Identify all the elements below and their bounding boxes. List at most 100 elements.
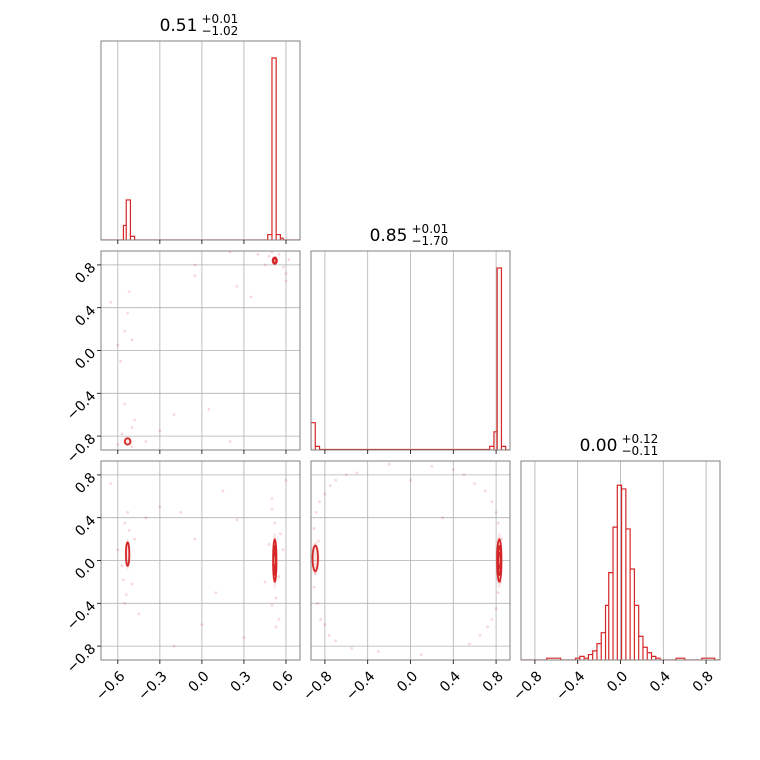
scatter-point [228,440,232,443]
scatter-point [130,582,134,586]
panel-content [101,244,300,450]
scatter-point [109,482,113,485]
tick-label-x: −0.3 [135,668,170,703]
scatter-point [387,462,391,466]
scatter-point [116,548,120,552]
scatter-point [377,650,380,653]
scatter-point [158,505,162,509]
title-minus-error: −1.02 [202,24,239,38]
scatter-point [500,537,503,541]
scatter-point [267,254,271,258]
scatter-point [120,564,124,568]
panel-2-1: −0.8 −0.4 0.0 0.4 0.8 [300,460,511,704]
tick-label-y: −0.4 [64,598,99,633]
scatter-point [270,604,274,607]
scatter-point [350,646,354,650]
scatter-point [494,510,498,514]
scatter-point [441,516,444,520]
scatter-point [483,489,487,493]
panel-content [311,461,510,660]
scatter-point [130,445,134,449]
panel-content [311,251,510,450]
scatter-point [316,601,319,605]
scatter-point [200,623,204,627]
tick-label-y: 0.4 [72,303,99,330]
scatter-point [123,329,127,333]
scatter-point [473,482,477,485]
scatter-point [172,413,176,417]
scatter-point [221,489,225,493]
panel-title: 0.00 [580,436,618,456]
scatter-point [215,244,218,247]
scatter-point [277,575,281,578]
scatter-point [328,484,332,488]
panel-0-0: 0.51 +0.01−1.02 [100,12,301,244]
tick-label-x: 0.0 [186,668,213,695]
scatter-point [270,251,274,254]
scatter-point [467,642,471,646]
scatter-point [277,252,281,256]
scatter-point [419,653,423,657]
title-minus-error: −1.70 [412,234,449,248]
scatter-point [274,625,278,629]
histogram-p1 [311,267,510,450]
scatter-point [277,617,281,621]
scatter-point [109,300,113,304]
scatter-point [355,471,359,475]
scatter-point [256,252,260,256]
scatter-point [462,473,466,477]
contour-line [123,437,132,446]
tick-label-y: 0.4 [72,513,99,540]
scatter-point [267,543,271,546]
scatter-point [312,527,316,530]
tick-label-y: −0.8 [64,431,99,466]
scatter-point [126,510,130,514]
scatter-point [319,617,323,621]
scatter-point [496,521,500,525]
scatter-point [120,432,124,436]
scatter-point [284,478,288,482]
panel-2-0: −0.6 −0.3 0.0 0.3 0.6 −0.8 −0.4 0.0 0.4 0.8 [64,460,301,704]
panel-2-2: −0.8 −0.4 0.0 0.4 0.8 0.00 +0.12−0.11 [510,432,721,704]
scatter-point [228,251,232,254]
scatter-point [193,537,197,541]
scatter-point [130,426,134,429]
panel-1-1: 0.85 +0.01−1.70 [310,222,511,454]
tick-label-x: −0.4 [553,668,588,703]
scatter-point [313,571,317,575]
scatter-point [323,492,327,496]
tick-label-x: 0.8 [480,668,507,695]
scatter-point [263,263,267,267]
scatter-point [478,633,482,637]
title-plus-error: +0.01 [412,222,449,236]
panel-content [521,461,720,660]
scatter-point [172,644,176,648]
scatter-point [122,578,125,582]
scatter-point [486,625,489,629]
scatter-point [193,274,197,278]
scatter-point [124,593,128,597]
scatter-point [137,612,141,616]
scatter-point [242,636,246,639]
panel-content [101,41,300,240]
scatter-point [214,591,218,594]
scatter-point [235,518,239,522]
panel-title: 0.85 [370,226,408,246]
scatter-point [281,548,285,552]
scatter-point [334,639,338,643]
tick-label-y: −0.4 [64,388,99,423]
scatter-point [158,429,162,433]
panel-1-0: −0.8 −0.4 0.0 0.4 0.8 [64,244,301,466]
scatter-point [344,473,348,477]
scatter-point [123,601,127,605]
scatter-point [314,510,318,514]
scatter-point [130,338,134,342]
scatter-point [243,247,246,250]
histogram-p0 [101,57,300,240]
scatter-point [327,633,331,637]
scatter-point [287,258,291,261]
scatter-point [273,521,277,525]
tick-label-x: 0.8 [690,668,717,695]
contour-line [272,257,278,264]
tick-label-x: 0.6 [270,668,297,695]
